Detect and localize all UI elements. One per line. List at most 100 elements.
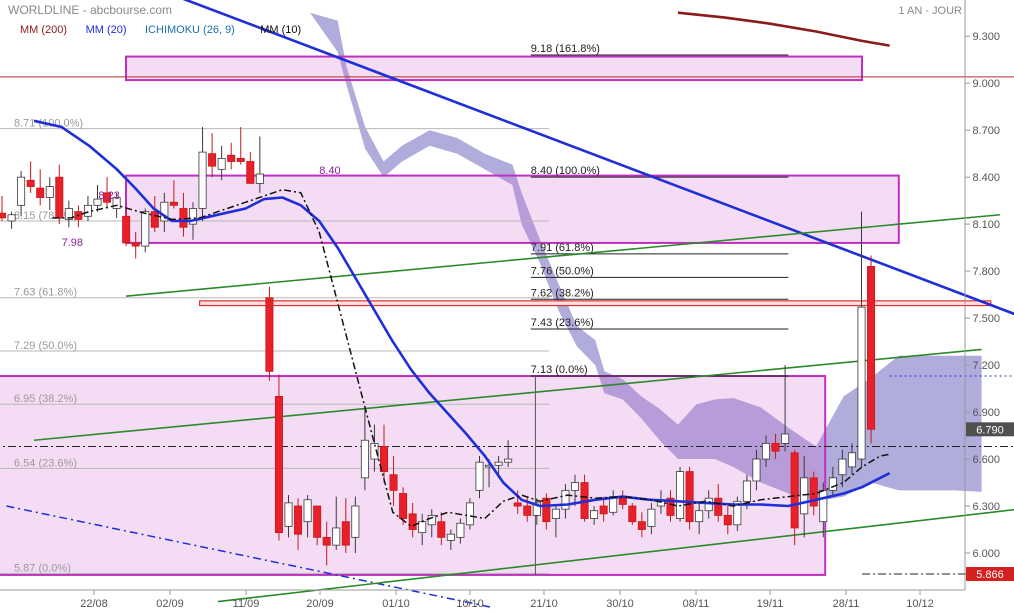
candle-body-up bbox=[64, 208, 73, 220]
legend-item: MM (200) bbox=[20, 24, 67, 36]
legend-item: MM (20) bbox=[86, 24, 127, 36]
resistance-band bbox=[199, 300, 992, 307]
price-annotation: 8.40 bbox=[319, 165, 340, 177]
trend-line bbox=[182, 0, 1014, 316]
candle bbox=[341, 498, 350, 553]
y-tick-label: 6.000 bbox=[972, 548, 1000, 560]
candle-body-up bbox=[838, 458, 847, 476]
price-annotation: 7.98 bbox=[62, 237, 83, 249]
candle bbox=[771, 433, 780, 460]
legend-item: MM (10) bbox=[260, 24, 301, 36]
candle bbox=[590, 506, 599, 525]
candle bbox=[456, 518, 465, 544]
candle bbox=[322, 521, 331, 566]
x-tick-label: 10/12 bbox=[906, 598, 934, 610]
candle bbox=[0, 195, 6, 222]
candle-body-down bbox=[389, 474, 398, 491]
candle-body-down bbox=[513, 502, 522, 507]
candle-body-down bbox=[294, 505, 303, 535]
candle-body-down bbox=[150, 211, 159, 228]
candle bbox=[695, 502, 704, 535]
candle bbox=[867, 255, 876, 444]
fibo-right-label: 7.62 (38.2%) bbox=[531, 287, 594, 299]
candle-body-up bbox=[255, 173, 264, 184]
low-price-label: 5.866 bbox=[976, 569, 1004, 581]
candle bbox=[504, 440, 513, 467]
candle bbox=[169, 180, 178, 209]
candle-body-down bbox=[208, 153, 217, 167]
candle-body-down bbox=[227, 154, 236, 162]
candle-body-down bbox=[666, 497, 675, 516]
candle bbox=[122, 208, 131, 247]
candle-body-up bbox=[303, 499, 312, 523]
candle-body-up bbox=[695, 510, 704, 523]
candle bbox=[64, 200, 73, 228]
candle bbox=[599, 496, 608, 522]
y-tick-label: 7.500 bbox=[972, 313, 1000, 325]
candle-body-up bbox=[360, 439, 369, 479]
candle-body-down bbox=[685, 471, 694, 523]
legend-item: ICHIMOKU (26, 9) bbox=[145, 24, 235, 36]
candle-body-up bbox=[112, 197, 121, 209]
candle-body-up bbox=[217, 157, 226, 170]
trend-lines bbox=[6, 0, 1014, 609]
candle bbox=[561, 484, 570, 519]
candle bbox=[294, 498, 303, 550]
x-tick-label: 02/09 bbox=[156, 598, 184, 610]
x-tick-label: 28/11 bbox=[833, 598, 860, 610]
candle-body-up bbox=[676, 471, 685, 519]
candle-body-down bbox=[599, 505, 608, 515]
candle-body-up bbox=[847, 452, 856, 468]
candle-body-up bbox=[7, 214, 16, 222]
fibo-left-label: 6.95 (38.2%) bbox=[14, 393, 77, 405]
candle-body-down bbox=[36, 187, 45, 198]
candle-body-up bbox=[45, 186, 54, 198]
candle bbox=[685, 466, 694, 530]
candle bbox=[628, 502, 637, 525]
trend-line bbox=[217, 508, 1014, 603]
candle-body-up bbox=[83, 204, 92, 217]
candle bbox=[676, 466, 685, 522]
y-tick-label: 6.900 bbox=[972, 407, 1000, 419]
moving-average-line bbox=[677, 11, 890, 47]
candle bbox=[131, 231, 140, 259]
candle bbox=[141, 208, 150, 253]
candle-body-up bbox=[828, 477, 837, 491]
candle bbox=[666, 490, 675, 522]
y-tick-label: 6.600 bbox=[972, 454, 1000, 466]
target-zone-9 bbox=[125, 55, 863, 82]
price-annotation: 8.23 bbox=[98, 190, 119, 202]
candle-body-up bbox=[781, 433, 790, 444]
y-tick-label: 6.300 bbox=[972, 501, 1000, 513]
fibo-right-label: 8.40 (100.0%) bbox=[531, 165, 600, 177]
fibo-right-label: 7.91 (61.8%) bbox=[531, 242, 594, 254]
candle bbox=[274, 374, 283, 541]
candle-body-down bbox=[103, 192, 112, 203]
candle bbox=[532, 498, 541, 525]
candle-body-down bbox=[523, 505, 532, 516]
moving-average-line bbox=[52, 188, 890, 528]
candle bbox=[857, 211, 866, 467]
candle-body-down bbox=[790, 452, 799, 529]
horizontal-levels bbox=[0, 76, 1014, 575]
fibo-left-label: 7.29 (50.0%) bbox=[14, 340, 77, 352]
candle-body-down bbox=[313, 505, 322, 538]
candle-body-down bbox=[246, 161, 255, 184]
candle-body-up bbox=[857, 306, 866, 460]
candle bbox=[217, 145, 226, 181]
candle-body-up bbox=[284, 502, 293, 527]
last-price-label: 6.790 bbox=[976, 424, 1004, 436]
candle bbox=[781, 365, 790, 452]
candle bbox=[408, 502, 417, 538]
candle-body-up bbox=[571, 482, 580, 491]
candle bbox=[465, 498, 474, 530]
candle-body-up bbox=[551, 508, 560, 519]
y-tick-label: 7.200 bbox=[972, 360, 1000, 372]
candle-body-down bbox=[399, 493, 408, 519]
candle bbox=[236, 127, 245, 165]
trend-line bbox=[33, 348, 982, 442]
candle-body-down bbox=[542, 497, 551, 523]
x-tick-label: 11/09 bbox=[233, 598, 260, 610]
